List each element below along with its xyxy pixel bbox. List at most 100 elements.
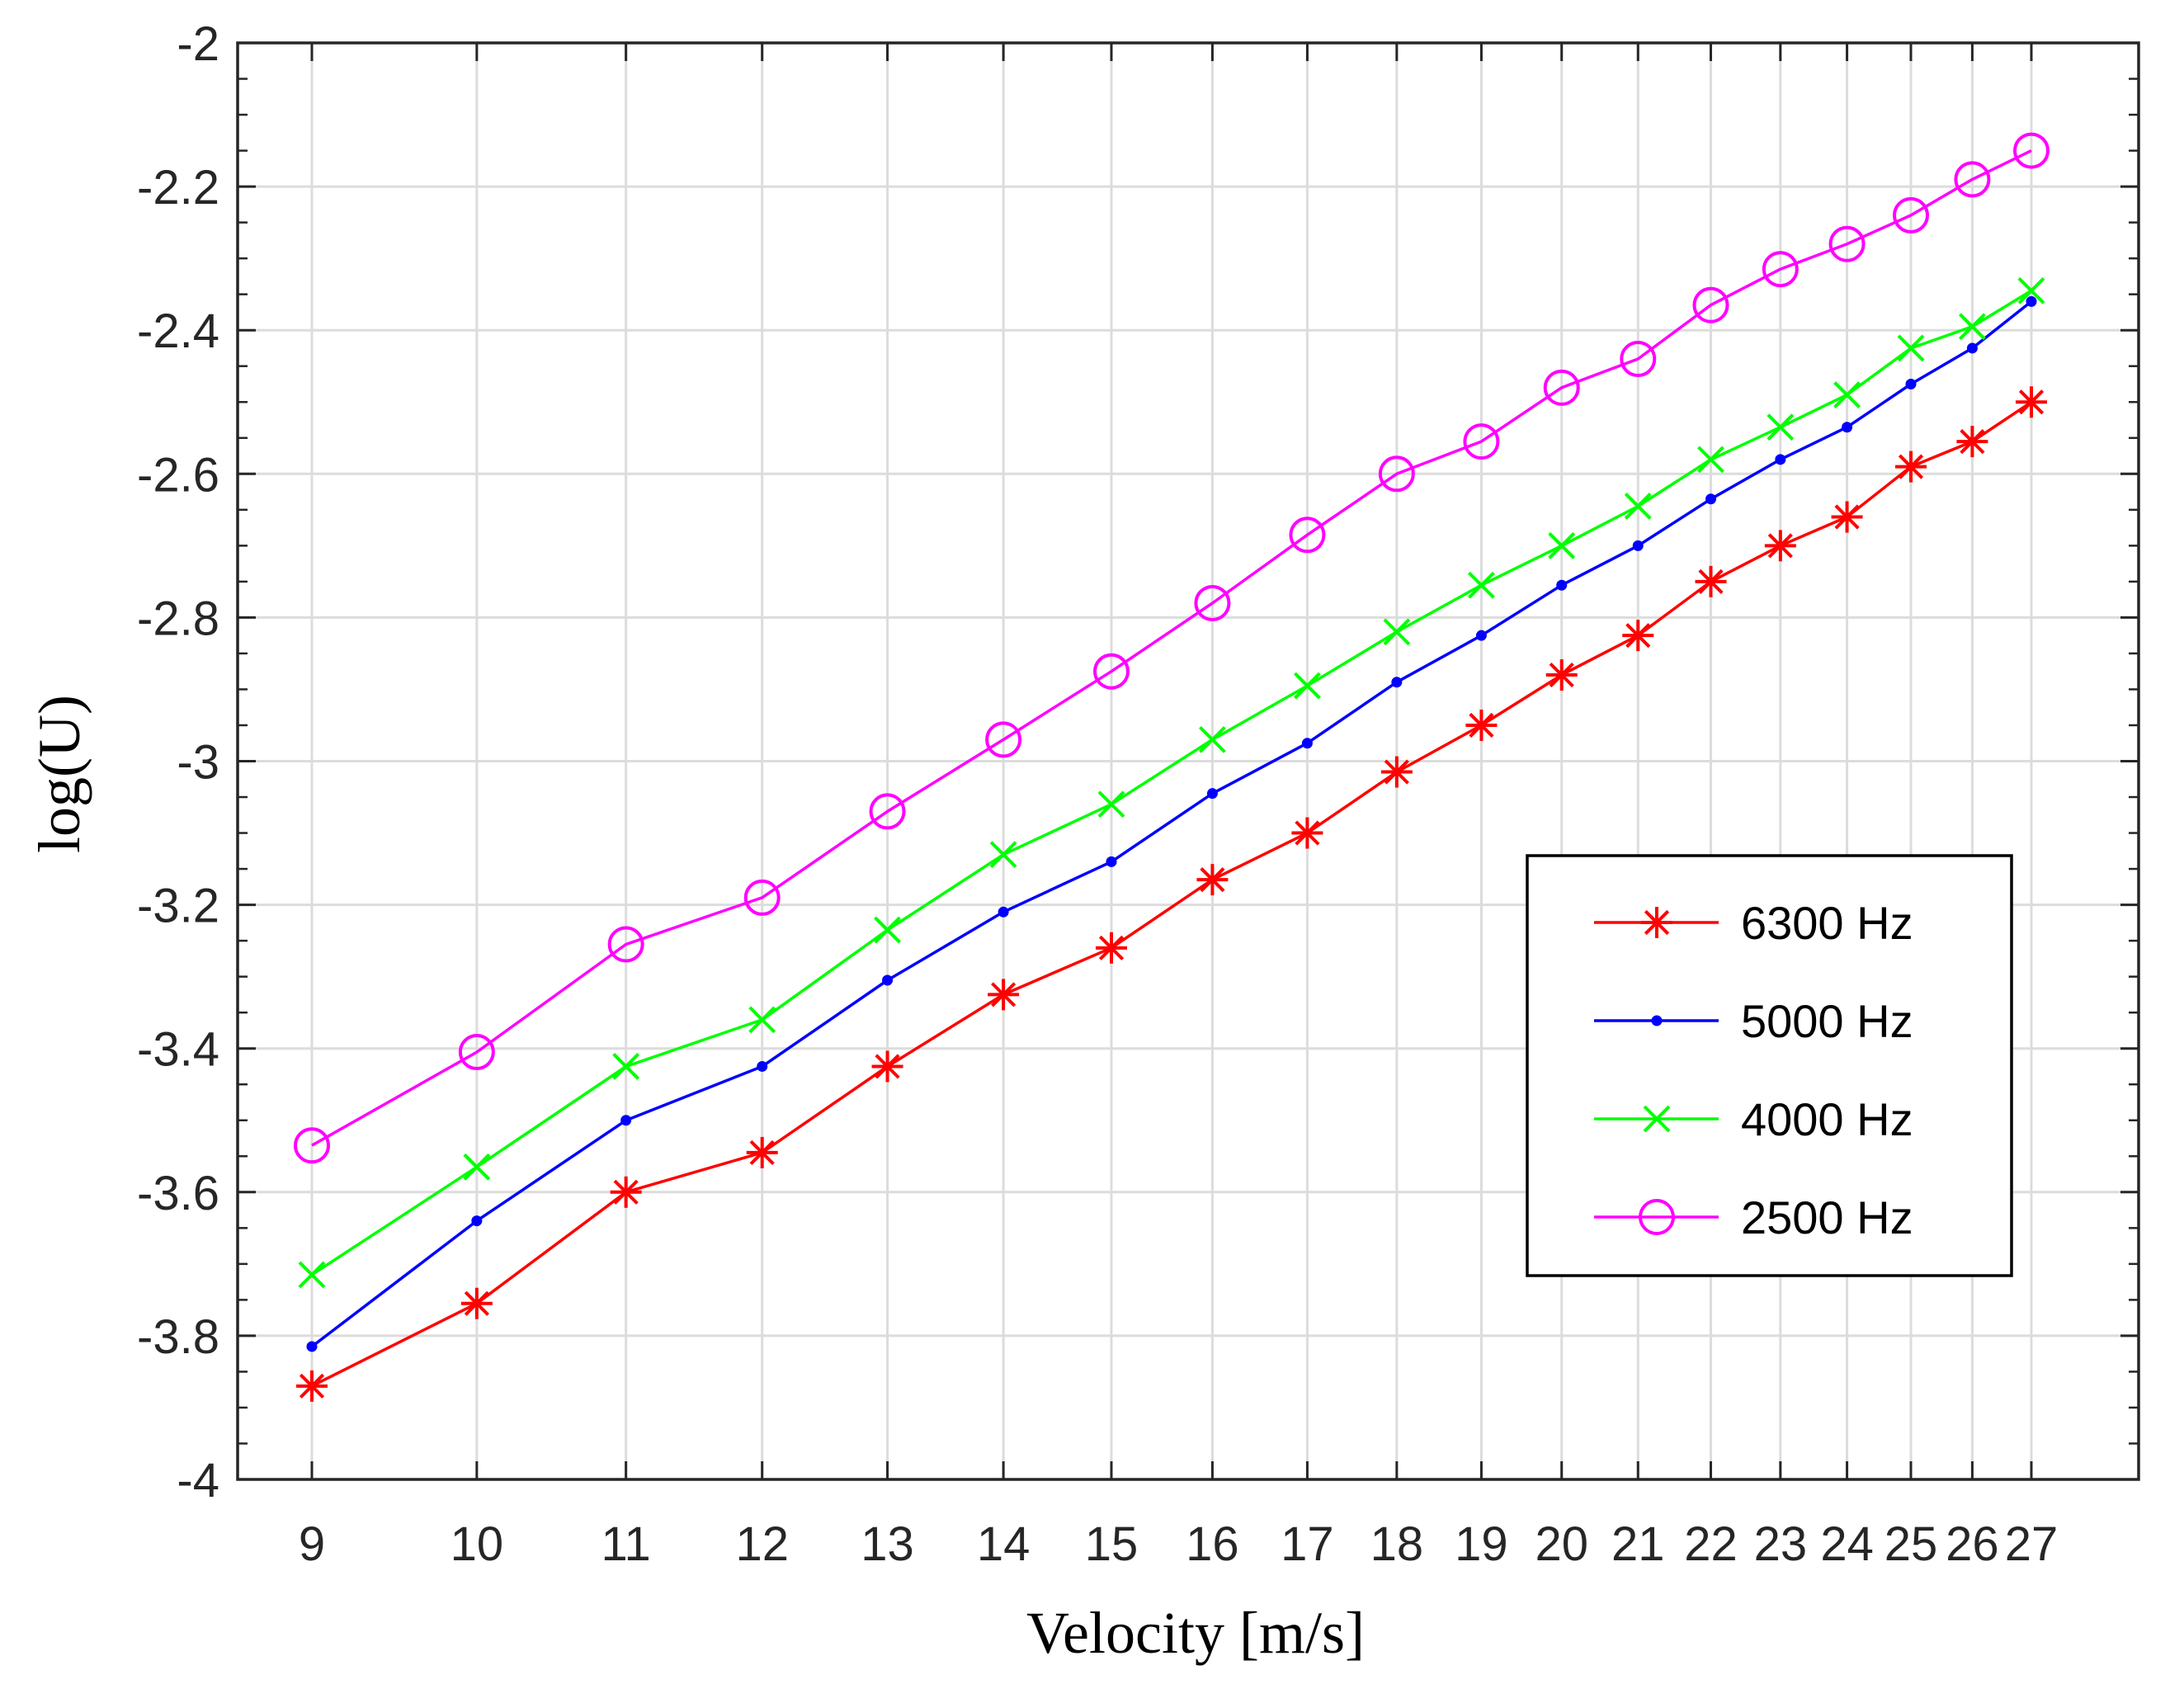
data-point bbox=[1620, 341, 1657, 378]
series bbox=[296, 386, 2047, 1402]
data-point bbox=[1391, 677, 1403, 688]
marker-dot bbox=[1106, 856, 1117, 867]
x-tick-label: 13 bbox=[861, 1517, 914, 1571]
data-point bbox=[296, 1370, 328, 1402]
x-tick-label: 27 bbox=[2005, 1517, 2059, 1571]
marker-stroke bbox=[1833, 381, 1861, 408]
data-point bbox=[458, 1034, 495, 1071]
marker-stroke bbox=[991, 982, 1017, 1007]
legend-entry: 2500 Hz bbox=[1594, 1191, 1913, 1243]
y-tick-label: -3.4 bbox=[137, 1023, 219, 1077]
marker-stroke bbox=[989, 841, 1017, 869]
x-tick-label: 25 bbox=[1884, 1517, 1938, 1571]
data-point bbox=[1291, 817, 1323, 849]
data-point bbox=[298, 1261, 326, 1289]
data-point bbox=[874, 916, 901, 944]
marker-circle bbox=[458, 1034, 495, 1071]
data-point bbox=[2013, 132, 2050, 169]
y-tick-label: -4 bbox=[177, 1454, 219, 1507]
legend: 6300 Hz 5000 Hz 4000 Hz 2500 Hz bbox=[1526, 854, 2013, 1277]
marker-stroke bbox=[1625, 623, 1651, 649]
data-point bbox=[1831, 501, 1863, 533]
data-point bbox=[1463, 423, 1500, 460]
data-point bbox=[1196, 864, 1229, 896]
x-tick-label: 20 bbox=[1535, 1517, 1588, 1571]
legend-swatch-marker bbox=[1651, 1015, 1663, 1026]
x-tick-label: 18 bbox=[1370, 1517, 1424, 1571]
data-point bbox=[2017, 276, 2045, 304]
series-line bbox=[311, 149, 2032, 1147]
marker-circle bbox=[1378, 455, 1415, 493]
marker-stroke bbox=[1199, 725, 1226, 753]
marker-dot bbox=[1842, 422, 1853, 433]
data-point bbox=[620, 1115, 632, 1126]
marker-dot bbox=[620, 1115, 632, 1126]
data-point bbox=[1697, 446, 1724, 474]
x-tick-label: 10 bbox=[450, 1517, 504, 1571]
x-tick-label: 21 bbox=[1611, 1517, 1665, 1571]
data-point bbox=[1194, 584, 1231, 621]
marker-stroke bbox=[1624, 493, 1652, 520]
data-point bbox=[1378, 455, 1415, 493]
data-point bbox=[1954, 161, 1991, 198]
data-point bbox=[460, 1287, 493, 1319]
data-point bbox=[1206, 788, 1218, 800]
marker-stroke bbox=[1698, 569, 1724, 594]
data-point bbox=[1828, 225, 1866, 262]
data-point bbox=[743, 879, 781, 916]
data-point bbox=[607, 926, 644, 963]
marker-circle bbox=[869, 793, 906, 830]
data-point bbox=[1096, 932, 1128, 964]
series bbox=[298, 276, 2045, 1289]
marker-dot bbox=[2026, 295, 2037, 307]
data-point bbox=[1767, 413, 1795, 441]
data-point bbox=[869, 793, 906, 830]
y-tick-label: -3.2 bbox=[137, 880, 219, 933]
data-point bbox=[1097, 790, 1125, 819]
legend-label: 5000 Hz bbox=[1741, 995, 1913, 1047]
marker-dot bbox=[1905, 378, 1917, 389]
data-point bbox=[985, 721, 1022, 758]
x-tick-label: 19 bbox=[1455, 1517, 1508, 1571]
marker-dot bbox=[1632, 540, 1644, 551]
marker-dot bbox=[757, 1060, 768, 1072]
data-point bbox=[306, 1341, 318, 1352]
data-point bbox=[1289, 517, 1326, 554]
marker-dot bbox=[306, 1341, 318, 1352]
marker-dot bbox=[1966, 342, 1978, 354]
data-point bbox=[1468, 571, 1495, 599]
marker-dot bbox=[1705, 493, 1717, 505]
data-point bbox=[1093, 653, 1130, 690]
axes: 9 10 11 12 13 14 15 16 17 18 19 20 21 22 23 24 25 26 27 -4 -… bbox=[137, 17, 2140, 1571]
data-point bbox=[1301, 738, 1313, 749]
data-point bbox=[1380, 756, 1413, 788]
data-point bbox=[1775, 454, 1786, 465]
marker-stroke bbox=[1897, 334, 1925, 362]
marker-stroke bbox=[1200, 867, 1225, 893]
marker-dot bbox=[998, 906, 1009, 918]
data-point bbox=[748, 1006, 776, 1034]
data-point bbox=[1548, 531, 1576, 559]
marker-stroke bbox=[1960, 429, 1985, 455]
x-tick-label: 24 bbox=[1820, 1517, 1874, 1571]
data-point bbox=[1762, 251, 1799, 288]
data-point bbox=[1764, 530, 1796, 562]
marker-stroke bbox=[874, 916, 901, 944]
series-group bbox=[294, 132, 2050, 1402]
marker-circle bbox=[1762, 251, 1799, 288]
data-point bbox=[1895, 451, 1927, 483]
data-point bbox=[463, 1153, 491, 1181]
data-point bbox=[882, 974, 894, 986]
legend-entry: 5000 Hz bbox=[1594, 995, 1913, 1047]
marker-stroke bbox=[613, 1179, 639, 1205]
legend-swatch-marker bbox=[1643, 1105, 1671, 1133]
marker-stroke bbox=[1098, 935, 1125, 960]
marker-stroke bbox=[1834, 504, 1860, 530]
legend-box bbox=[1526, 854, 2013, 1277]
x-tick-label: 15 bbox=[1085, 1517, 1139, 1571]
data-point bbox=[610, 1176, 642, 1208]
data-point bbox=[757, 1060, 768, 1072]
marker-stroke bbox=[749, 1139, 775, 1166]
data-point bbox=[1624, 493, 1652, 520]
